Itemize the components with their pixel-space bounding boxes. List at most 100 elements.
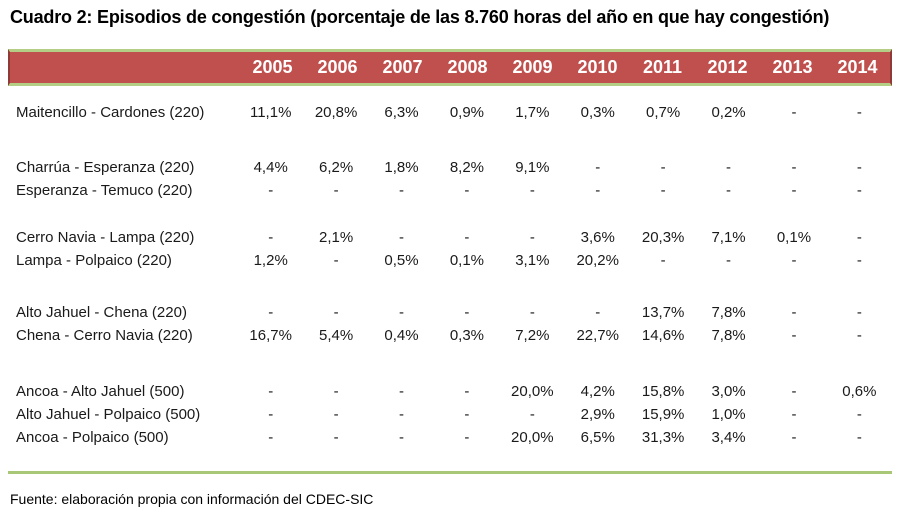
- row-group: Cerro Navia - Lampa (220) - 2,1% - - - 3,6% 20,…: [8, 226, 892, 272]
- value-cell: -: [856, 252, 862, 269]
- value-cell: -: [333, 252, 339, 269]
- value-cell: 3,4%: [711, 429, 746, 446]
- row-label: Ancoa - Alto Jahuel (500): [16, 383, 185, 400]
- value-cell: 13,7%: [641, 304, 685, 321]
- value-cell: 20,8%: [314, 104, 358, 121]
- value-cell: -: [791, 406, 797, 423]
- value-cell: 7,1%: [711, 229, 746, 246]
- value-cell: -: [399, 406, 405, 423]
- table-row: Charrúa - Esperanza (220) 4,4% 6,2% 1,8% 8,2…: [8, 156, 892, 179]
- year-header-cells: 2005 2006 2007 2008 2009 2010 2011 2012 2013 2014: [240, 57, 890, 78]
- row-group: Maitencillo - Cardones (220) 11,1% 20,8% 6,…: [8, 101, 892, 124]
- row-group: Ancoa - Alto Jahuel (500) - - - - 20,0% 4,2% 15…: [8, 380, 892, 449]
- value-cell: 14,6%: [641, 327, 685, 344]
- value-cell: 6,3%: [384, 104, 419, 121]
- value-cell: -: [791, 104, 797, 121]
- row-label: Esperanza - Temuco (220): [16, 182, 193, 199]
- value-cell: 31,3%: [641, 429, 685, 446]
- value-cell: -: [726, 252, 732, 269]
- value-cell: -: [529, 304, 535, 321]
- value-cell: -: [333, 383, 339, 400]
- table-title: Cuadro 2: Episodios de congestión (porce…: [10, 7, 830, 27]
- year-header: 2011: [642, 57, 683, 77]
- value-cell: -: [856, 229, 862, 246]
- value-cell: 22,7%: [576, 327, 619, 344]
- value-cell: -: [333, 429, 339, 446]
- value-cell: -: [399, 429, 405, 446]
- value-cell: -: [595, 159, 601, 176]
- table-row: Lampa - Polpaico (220) 1,2% - 0,5% 0,1% 3,1% 2…: [8, 249, 892, 272]
- value-cell: -: [595, 304, 601, 321]
- value-cell: 4,4%: [253, 159, 288, 176]
- footer-divider: [8, 471, 892, 474]
- value-cell: 9,1%: [515, 159, 550, 176]
- value-cell: 15,9%: [641, 406, 685, 423]
- value-cell: -: [268, 383, 274, 400]
- value-cell: -: [268, 304, 274, 321]
- table-row: Alto Jahuel - Chena (220) - - - - - - 13,7% 7,8%…: [8, 301, 892, 324]
- value-cell: -: [791, 383, 797, 400]
- value-cell: -: [726, 159, 732, 176]
- value-cell: -: [464, 182, 470, 199]
- table-row: Ancoa - Alto Jahuel (500) - - - - 20,0% 4,2% 15…: [8, 380, 892, 403]
- value-cell: -: [464, 229, 470, 246]
- value-cell: 6,2%: [319, 159, 354, 176]
- value-cell: -: [791, 304, 797, 321]
- year-header: 2014: [837, 57, 878, 77]
- value-cell: -: [399, 182, 405, 199]
- value-cell: -: [268, 182, 274, 199]
- table-body: Maitencillo - Cardones (220) 11,1% 20,8% 6,…: [8, 101, 892, 449]
- value-cell: 20,0%: [511, 429, 554, 446]
- year-header-row: 2005 2006 2007 2008 2009 2010 2011 2012 2013 2014: [8, 49, 892, 86]
- value-cell: -: [791, 252, 797, 269]
- value-cell: 0,3%: [449, 327, 485, 344]
- value-cell: -: [399, 383, 405, 400]
- value-cell: -: [529, 182, 535, 199]
- value-cell: -: [595, 182, 601, 199]
- value-cell: -: [464, 406, 470, 423]
- value-cell: -: [856, 159, 862, 176]
- row-label: Charrúa - Esperanza (220): [16, 159, 195, 176]
- value-cell: 0,3%: [580, 104, 615, 121]
- value-cell: 20,3%: [641, 229, 685, 246]
- row-label: Alto Jahuel - Polpaico (500): [16, 406, 201, 423]
- row-label: Maitencillo - Cardones (220): [16, 104, 205, 121]
- row-label: Cerro Navia - Lampa (220): [16, 229, 195, 246]
- value-cell: -: [856, 429, 862, 446]
- value-cell: -: [399, 229, 405, 246]
- value-cell: -: [726, 182, 732, 199]
- value-cell: -: [268, 229, 274, 246]
- row-group: Charrúa - Esperanza (220) 4,4% 6,2% 1,8% 8,2…: [8, 156, 892, 202]
- year-header: 2009: [512, 57, 553, 77]
- value-cell: 1,0%: [711, 406, 746, 423]
- row-label: Alto Jahuel - Chena (220): [16, 304, 187, 321]
- value-cell: -: [464, 304, 470, 321]
- value-cell: 1,7%: [515, 104, 550, 121]
- value-cell: -: [856, 406, 862, 423]
- value-cell: 3,6%: [580, 229, 615, 246]
- value-cell: 4,2%: [580, 383, 615, 400]
- value-cell: 1,8%: [384, 159, 419, 176]
- value-cell: -: [660, 159, 666, 176]
- year-header: 2010: [577, 57, 618, 77]
- table-row: Alto Jahuel - Polpaico (500) - - - - - 2,9% 15,…: [8, 403, 892, 426]
- value-cell: 6,5%: [580, 429, 615, 446]
- value-cell: 3,0%: [711, 383, 746, 400]
- year-header: 2008: [447, 57, 488, 77]
- value-cell: 0,9%: [449, 104, 485, 121]
- value-cell: -: [333, 304, 339, 321]
- value-cell: -: [399, 304, 405, 321]
- table-row: Esperanza - Temuco (220) - - - - - - - - - -: [8, 179, 892, 202]
- value-cell: -: [464, 383, 470, 400]
- row-label: Lampa - Polpaico (220): [16, 252, 172, 269]
- value-cell: 0,7%: [646, 104, 681, 121]
- value-cell: -: [791, 159, 797, 176]
- value-cell: -: [856, 304, 862, 321]
- value-cell: 0,1%: [449, 252, 485, 269]
- value-cell: 16,7%: [249, 327, 292, 344]
- table-row: Chena - Cerro Navia (220) 16,7% 5,4% 0,4% 0,…: [8, 324, 892, 347]
- value-cell: -: [660, 252, 666, 269]
- value-cell: -: [529, 229, 535, 246]
- value-cell: -: [333, 182, 339, 199]
